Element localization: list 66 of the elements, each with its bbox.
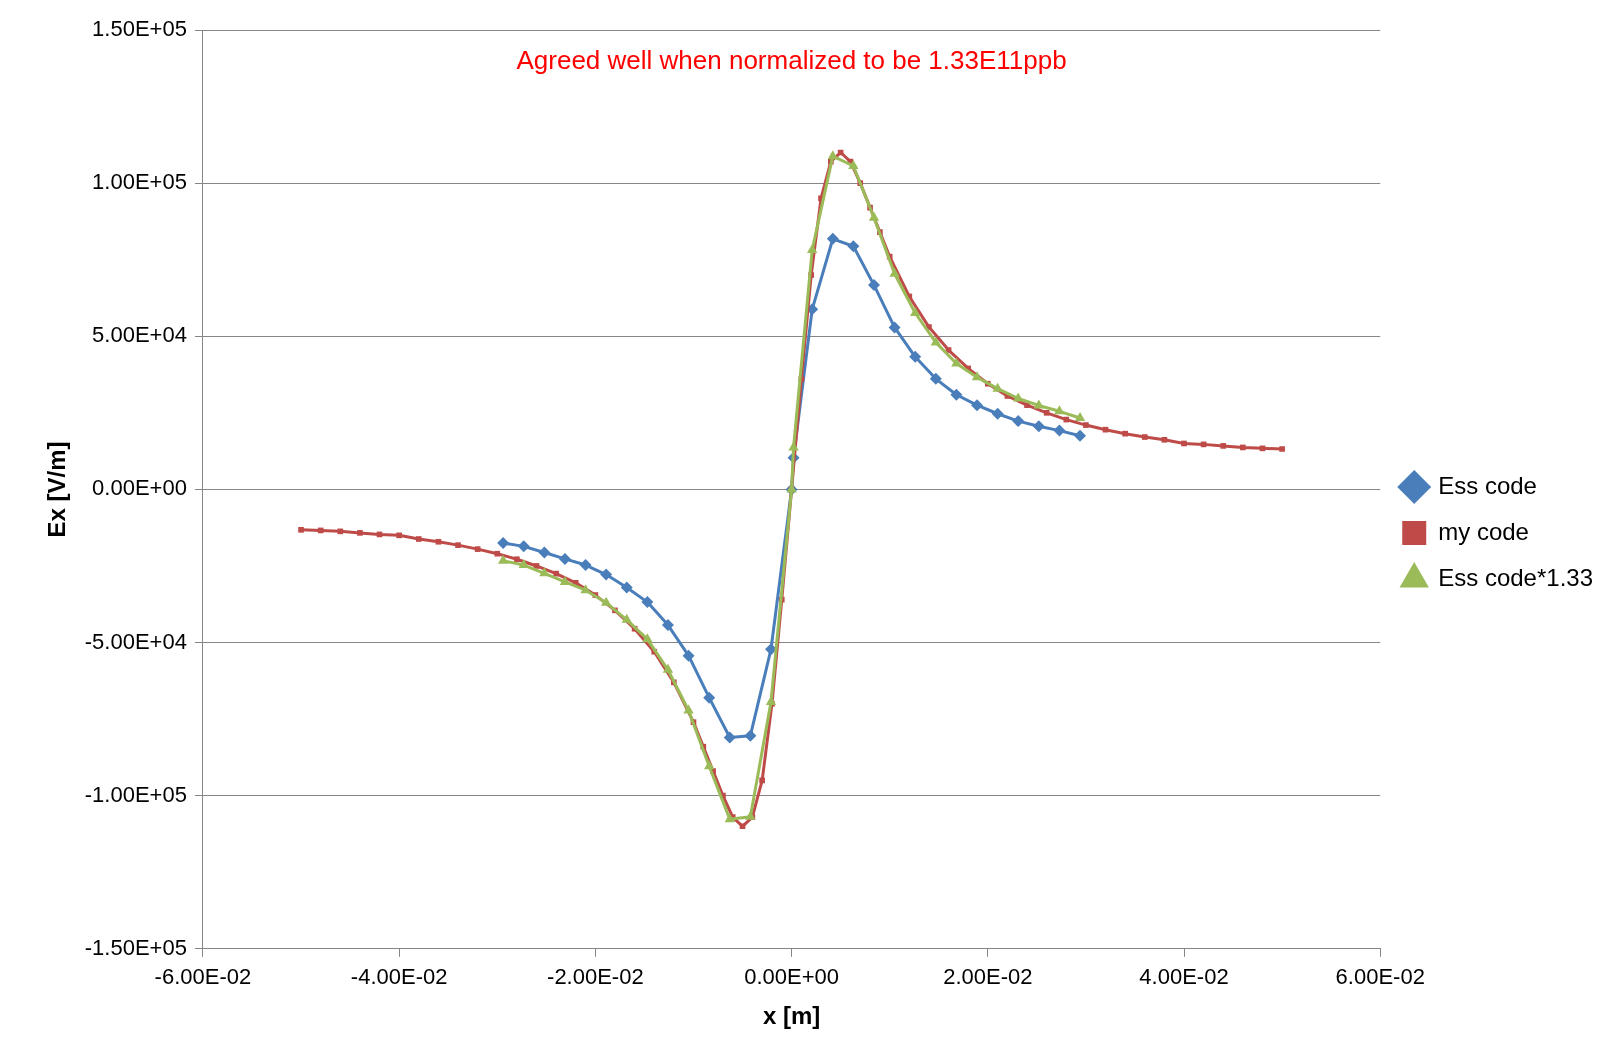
point [889,267,900,277]
point [1074,412,1086,422]
point [951,357,962,367]
y-tick-label: -1.50E+05 [84,934,187,960]
point [910,306,921,316]
point [888,321,901,334]
y-tick-label: 1.50E+05 [92,16,187,42]
point [579,559,592,572]
point [703,760,715,770]
point [517,540,530,553]
point [538,546,551,559]
legend-label: my code [1438,517,1529,545]
legend-label: Ess code [1438,471,1537,499]
point [826,232,839,245]
x-tick-label: -2.00E-02 [547,964,644,990]
point [1074,429,1087,442]
point [868,211,880,221]
point [723,731,736,744]
y-tick-label: 1.00E+05 [92,169,187,195]
annotation: Agreed well when normalized to be 1.33E11ppb [516,45,1067,76]
point [600,568,613,581]
legend-label: Ess code*1.33 [1438,563,1594,591]
y-tick-label: -5.00E+04 [84,628,187,654]
point [788,441,799,451]
x-axis-title: x [m] [762,1002,821,1030]
point [971,399,984,412]
point [1053,424,1066,437]
x-tick-label: -6.00E-02 [154,964,252,990]
point [991,407,1004,420]
point [641,596,654,609]
point [1032,420,1045,433]
point [662,663,674,673]
x-tick-label: 0.00E+00 [744,964,839,990]
point [497,554,509,564]
y-tick-label: 5.00E+04 [92,322,187,348]
point [600,596,612,606]
point [497,537,510,549]
point [847,240,860,253]
point [827,150,838,160]
point [744,729,757,742]
point [909,350,922,363]
y-tick-label: 0.00E+00 [92,475,187,501]
y-axis-title: Ex [V/m] [43,441,71,538]
point [682,649,695,662]
point [580,584,591,594]
point [642,633,653,643]
point [703,691,716,704]
point [620,581,633,594]
point [683,704,694,714]
point [929,372,942,385]
point [558,552,571,565]
x-tick-label: 2.00E-02 [943,964,1033,990]
point [1012,415,1025,428]
point [621,613,632,623]
point [867,279,880,292]
x-tick-label: -4.00E-02 [350,964,448,990]
point [1054,405,1065,415]
point [950,388,963,401]
y-tick-label: -1.00E+05 [84,781,187,807]
x-tick-label: 6.00E-02 [1335,964,1425,990]
point [661,619,674,632]
point [724,813,735,823]
point [745,810,756,820]
point [848,159,859,169]
x-tick-label: 4.00E-02 [1139,964,1229,990]
point [806,243,818,253]
